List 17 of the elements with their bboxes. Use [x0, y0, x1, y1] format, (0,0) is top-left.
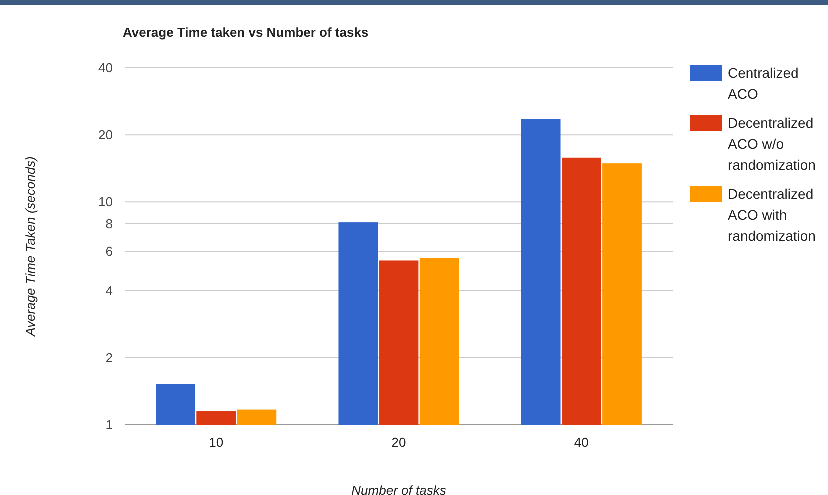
- x-tick-label: 20: [392, 435, 406, 450]
- y-tick-label: 8: [106, 216, 113, 232]
- y-tick-label: 4: [106, 283, 113, 298]
- y-tick-label: 6: [106, 244, 113, 260]
- y-tick-label: 1: [106, 418, 113, 433]
- y-tick-label: 40: [98, 60, 113, 76]
- x-tick-label: 10: [209, 435, 224, 450]
- x-axis-title: Number of tasks: [352, 483, 447, 495]
- y-tick-label: 2: [106, 350, 113, 366]
- y-tick-label: 10: [98, 194, 113, 210]
- y-tick-label: 20: [98, 128, 113, 143]
- legend-label: Decentralized ACO w/o randomization: [728, 115, 816, 173]
- legend-label: Centralized ACO: [728, 65, 799, 102]
- legend-label: Decentralized ACO with randomization: [728, 186, 816, 244]
- y-axis-title: Average Time Taken (seconds): [23, 156, 38, 338]
- x-tick-label: 40: [574, 435, 589, 450]
- chart-title: Average Time taken vs Number of tasks: [123, 25, 369, 40]
